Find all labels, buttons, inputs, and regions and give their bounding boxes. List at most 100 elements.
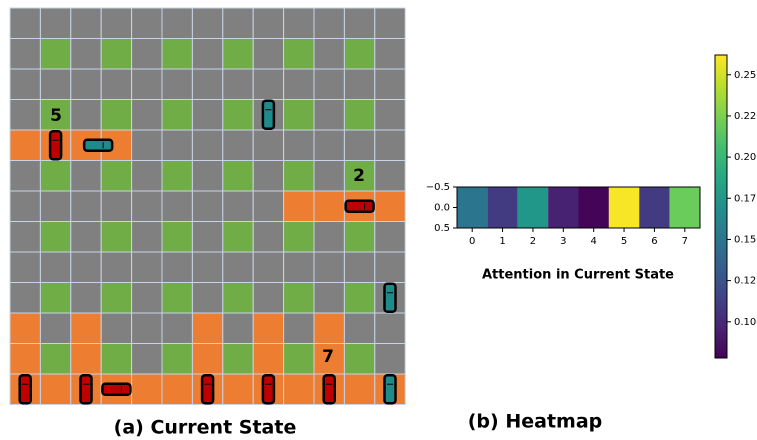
cell [161, 221, 193, 253]
cell [313, 7, 345, 39]
cell [313, 190, 345, 222]
cell [191, 38, 224, 70]
x-tick-label: 6 [651, 236, 657, 247]
cell [39, 190, 72, 222]
cell [252, 68, 285, 100]
caption: (a) Current State [114, 417, 297, 439]
cell [100, 99, 133, 131]
colorbar-tick-label: 0.150 [734, 234, 757, 245]
cell [222, 99, 254, 131]
cell [343, 7, 376, 39]
chart-title: Attention in Current State [482, 268, 674, 283]
cell [283, 68, 315, 100]
colorbar-tick-label: 0.125 [734, 276, 757, 287]
cell [131, 373, 163, 405]
heatmap: 0 1 2 3 4 5 6 7 −0.5 0.0 0.5 0.100 0.125 0.150 0.175 0.… [426, 54, 757, 359]
cell [39, 38, 72, 70]
cell [374, 99, 406, 131]
cell [161, 7, 193, 39]
vehicle [322, 374, 336, 405]
cell [313, 129, 345, 161]
heatmap-cell [608, 187, 640, 228]
vehicle [79, 374, 93, 405]
cell [161, 373, 193, 405]
cell [374, 129, 406, 161]
vehicle [101, 382, 132, 396]
cell [131, 343, 163, 375]
cell [131, 160, 163, 192]
cell [39, 373, 72, 405]
y-tick-label: 0.0 [434, 203, 450, 214]
vehicle [82, 138, 114, 152]
cell [9, 190, 41, 222]
cell [343, 312, 376, 344]
cell [374, 68, 406, 100]
cell [161, 99, 193, 131]
cell [9, 343, 41, 375]
cell [70, 99, 102, 131]
cell [252, 190, 285, 222]
heatmap-cell [578, 187, 609, 228]
y-tick-label: −0.5 [426, 182, 450, 193]
cell [313, 160, 345, 192]
cell [161, 251, 193, 283]
heatmap-cell [669, 187, 700, 228]
cell [161, 190, 193, 222]
cell [222, 312, 254, 344]
cell [70, 343, 102, 375]
cell [70, 160, 102, 192]
cell [39, 160, 72, 192]
cell [313, 251, 345, 283]
colorbar-tick-label: 0.225 [734, 111, 757, 122]
cell [252, 251, 285, 283]
vehicle [18, 374, 32, 405]
vehicle [200, 374, 215, 405]
cell [161, 160, 193, 192]
cell [39, 312, 72, 344]
cell [9, 129, 41, 161]
cell [283, 251, 315, 283]
cell [191, 99, 224, 131]
cell [283, 129, 315, 161]
cell [283, 373, 315, 405]
cell [313, 38, 345, 70]
cell [313, 312, 345, 344]
cell [191, 312, 224, 344]
cell [39, 343, 72, 375]
cell [100, 68, 133, 100]
cell [222, 129, 254, 161]
cell [222, 373, 254, 405]
cell [252, 312, 285, 344]
cell [343, 38, 376, 70]
grid-world [9, 7, 406, 405]
cell [39, 7, 72, 39]
cell [70, 7, 102, 39]
cell [374, 251, 406, 283]
cell [252, 282, 285, 314]
cell [39, 221, 72, 253]
cell [283, 38, 315, 70]
cell [374, 38, 406, 70]
cell [70, 251, 102, 283]
cell [252, 7, 285, 39]
x-tick-label: 0 [469, 236, 475, 247]
cell [100, 38, 133, 70]
cell [131, 221, 163, 253]
cell [343, 99, 376, 131]
cell [70, 312, 102, 344]
cell [161, 282, 193, 314]
colorbar [714, 54, 728, 359]
cell [283, 160, 315, 192]
cell [191, 221, 224, 253]
cell [191, 190, 224, 222]
cell [313, 68, 345, 100]
cell [131, 38, 163, 70]
cell [9, 99, 41, 131]
cell [343, 68, 376, 100]
cell [70, 190, 102, 222]
cell [222, 251, 254, 283]
colorbar-tick-label: 0.100 [734, 317, 757, 328]
cell [131, 190, 163, 222]
cell [100, 282, 133, 314]
